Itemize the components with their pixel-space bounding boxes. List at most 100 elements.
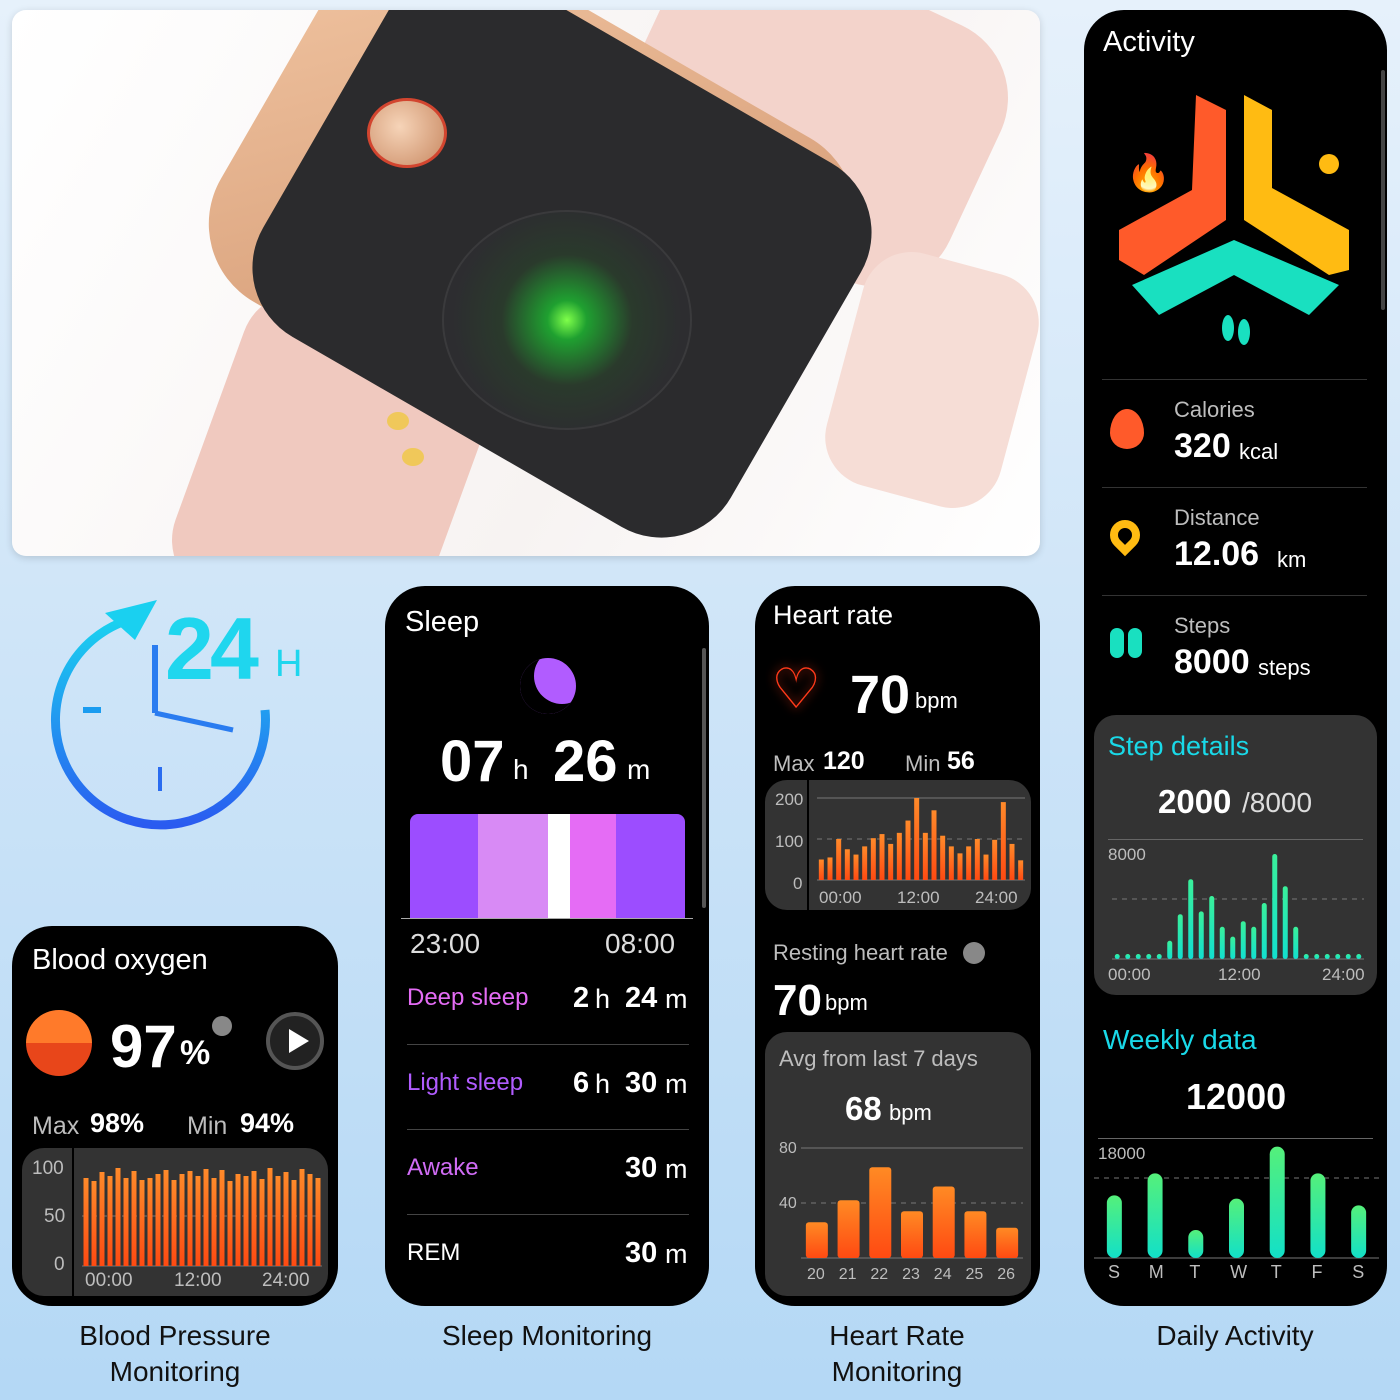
bar bbox=[932, 1186, 955, 1258]
stat-value: 12.06 bbox=[1174, 535, 1260, 573]
hours-unit: h bbox=[595, 1069, 611, 1099]
flame-icon bbox=[1110, 409, 1144, 459]
stage-minutes: 30 bbox=[625, 1152, 658, 1184]
blood-oxygen-title: Blood oxygen bbox=[32, 944, 208, 976]
x-tick: T bbox=[1270, 1262, 1282, 1282]
bar bbox=[1356, 954, 1362, 959]
bar bbox=[957, 853, 963, 880]
bar bbox=[123, 1178, 129, 1266]
scrollbar[interactable] bbox=[702, 648, 706, 908]
step-details-title: Step details bbox=[1108, 731, 1250, 761]
x-tick: F bbox=[1311, 1262, 1323, 1282]
bar bbox=[1324, 954, 1330, 959]
clock-24h-icon bbox=[51, 600, 270, 830]
moon-icon bbox=[520, 658, 576, 714]
x-tick: 24:00 bbox=[975, 888, 1018, 907]
weekly-data-title: Weekly data bbox=[1103, 1024, 1257, 1055]
bar bbox=[1261, 903, 1267, 959]
bpm-unit: bpm bbox=[825, 990, 868, 1015]
x-tick: M bbox=[1148, 1262, 1164, 1282]
bar bbox=[1269, 1146, 1285, 1258]
bar bbox=[1219, 926, 1225, 959]
stage-minutes: 24 bbox=[625, 982, 658, 1014]
sleep-end: 08:00 bbox=[605, 928, 676, 959]
bar bbox=[211, 1178, 217, 1266]
y-tick: 100 bbox=[32, 1158, 64, 1179]
bar bbox=[1282, 886, 1288, 959]
bar bbox=[131, 1171, 137, 1266]
sleep-stage-bar bbox=[410, 814, 685, 918]
bar bbox=[974, 839, 980, 880]
x-tick: T bbox=[1189, 1262, 1201, 1282]
info-icon[interactable] bbox=[212, 1016, 232, 1036]
bar bbox=[227, 1181, 233, 1266]
max-label: Max bbox=[773, 751, 815, 776]
play-button[interactable] bbox=[266, 1012, 324, 1070]
spo2-value: 97 bbox=[110, 1013, 177, 1080]
bar bbox=[940, 835, 946, 880]
bar bbox=[901, 1211, 923, 1258]
stage-hours: 2 bbox=[573, 982, 590, 1014]
bar bbox=[1114, 954, 1120, 959]
footprints-icon bbox=[1110, 625, 1142, 668]
stage-hours: 6 bbox=[573, 1067, 590, 1099]
y-tick: 18000 bbox=[1098, 1144, 1146, 1163]
y-tick: 200 bbox=[775, 790, 804, 809]
stage-minutes: 30 bbox=[625, 1067, 658, 1099]
bar bbox=[1209, 896, 1215, 959]
bar bbox=[1167, 940, 1173, 959]
x-tick: 00:00 bbox=[819, 888, 862, 907]
bar bbox=[1335, 954, 1341, 959]
stat-label: Steps bbox=[1174, 613, 1231, 638]
info-icon[interactable] bbox=[963, 942, 985, 964]
charging-pin bbox=[387, 412, 409, 430]
bar bbox=[99, 1172, 105, 1266]
stat-unit: kcal bbox=[1239, 439, 1279, 464]
bar bbox=[1147, 1173, 1163, 1258]
activity-panel: Activity 🔥 Calories 320 kcal Distance 12… bbox=[1084, 10, 1387, 1306]
avg-value: 68 bbox=[845, 1090, 882, 1127]
bar bbox=[243, 1176, 249, 1266]
sleep-start: 23:00 bbox=[410, 928, 481, 959]
bar bbox=[1188, 1230, 1204, 1258]
sleep-minutes: 26 bbox=[553, 729, 618, 794]
bar bbox=[171, 1180, 177, 1266]
y-tick: 40 bbox=[779, 1195, 797, 1212]
bar bbox=[1240, 921, 1246, 959]
minutes-unit: m bbox=[665, 1069, 688, 1099]
x-tick: 12:00 bbox=[174, 1270, 222, 1291]
play-icon bbox=[289, 1029, 309, 1053]
heart-sensor bbox=[442, 210, 692, 430]
min-value: 56 bbox=[947, 747, 975, 775]
spo2-unit: % bbox=[180, 1034, 211, 1072]
x-tick: W bbox=[1230, 1262, 1248, 1282]
charging-pin bbox=[402, 448, 424, 466]
max-value: 98% bbox=[90, 1108, 145, 1138]
y-tick: 100 bbox=[775, 832, 804, 851]
bar bbox=[203, 1169, 209, 1266]
bar bbox=[115, 1168, 121, 1266]
heart-icon: ♡ bbox=[771, 657, 822, 720]
caption-daily-activity: Daily Activity bbox=[1156, 1320, 1314, 1351]
y-tick: 0 bbox=[54, 1254, 65, 1275]
bar bbox=[91, 1181, 97, 1266]
step-value: 2000 bbox=[1158, 783, 1232, 820]
caption-blood-pressure: Blood Pressure Monitoring bbox=[79, 1320, 271, 1387]
bar bbox=[805, 1222, 828, 1258]
sleep-stage-label: Awake bbox=[407, 1154, 479, 1181]
bar bbox=[844, 849, 850, 880]
x-tick: 24:00 bbox=[262, 1270, 310, 1291]
activity-rings-icon: 🔥 bbox=[1119, 95, 1349, 345]
bar bbox=[914, 798, 920, 880]
bar bbox=[1188, 879, 1194, 959]
stat-unit: steps bbox=[1258, 655, 1311, 680]
scrollbar[interactable] bbox=[1381, 70, 1385, 310]
x-tick: 00:00 bbox=[1108, 965, 1151, 984]
stat-label: Distance bbox=[1174, 505, 1260, 530]
sleep-title: Sleep bbox=[405, 606, 480, 638]
min-value: 94% bbox=[240, 1108, 295, 1138]
bar bbox=[283, 1172, 289, 1266]
activity-title: Activity bbox=[1103, 26, 1195, 58]
stat-label: Calories bbox=[1174, 397, 1255, 422]
step-goal: /8000 bbox=[1242, 787, 1313, 818]
